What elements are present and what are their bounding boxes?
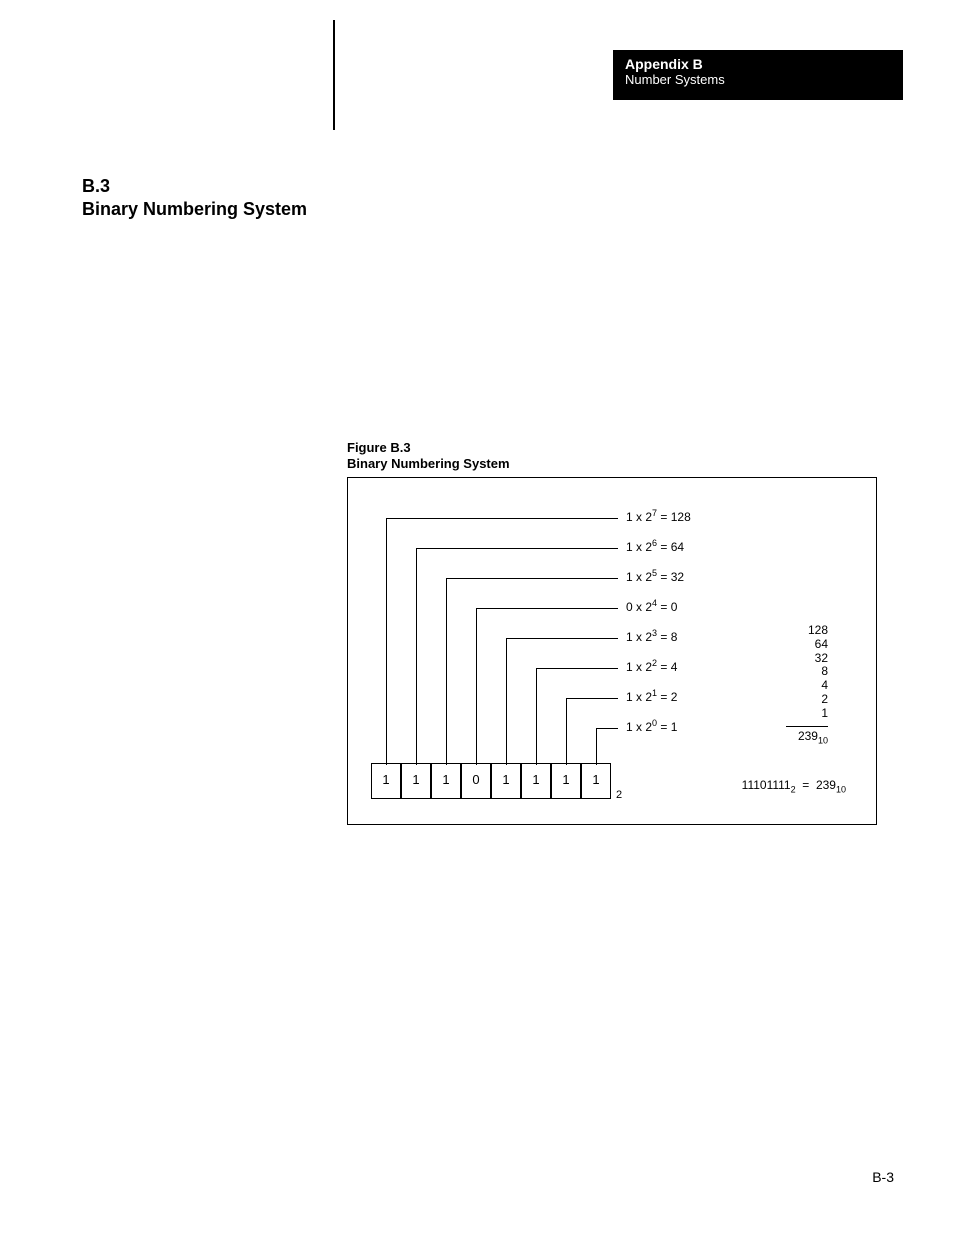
place-value-equation: 1 x 22 = 4 [626,660,677,674]
digit-cell: 1 [371,763,401,799]
digit-cell: 1 [581,763,611,799]
digit-cell: 1 [551,763,581,799]
place-value-equation: 1 x 21 = 2 [626,690,677,704]
sum-value: 4 [786,679,828,693]
binary-figure: 1 x 27 = 128 1 x 26 = 64 1 x 25 = 32 0 x 24… [347,477,877,825]
page-number: B-3 [872,1169,894,1185]
sum-value: 2 [786,693,828,707]
digit-cell: 0 [461,763,491,799]
appendix-header: Appendix B Number Systems [613,50,903,100]
sum-value: 64 [786,638,828,652]
result-equation: 111011112 = 23910 [742,778,846,792]
sum-total: 23910 [786,730,828,744]
base-subscript: 2 [616,789,622,801]
place-value-equation: 1 x 27 = 128 [626,510,691,524]
sum-column: 12864328421 23910 [786,624,828,743]
appendix-title: Appendix B [625,56,891,72]
figure-caption: Figure B.3 Binary Numbering System [347,440,510,473]
bracket [596,728,618,765]
place-value-equation: 1 x 25 = 32 [626,570,684,584]
place-value-equation: 0 x 24 = 0 [626,600,677,614]
section-title: Binary Numbering System [82,198,307,221]
sum-rule [786,726,828,727]
figure-title: Binary Numbering System [347,456,510,472]
place-value-equation: 1 x 26 = 64 [626,540,684,554]
digit-cell: 1 [401,763,431,799]
sum-value: 32 [786,652,828,666]
digit-cell: 1 [431,763,461,799]
digit-cell: 1 [491,763,521,799]
figure-number: Figure B.3 [347,440,510,456]
section-heading: B.3 Binary Numbering System [82,175,307,222]
appendix-subtitle: Number Systems [625,72,891,87]
sum-value: 8 [786,665,828,679]
place-value-equation: 1 x 23 = 8 [626,630,677,644]
header-divider [333,20,335,130]
digit-cell: 1 [521,763,551,799]
section-number: B.3 [82,175,307,198]
sum-value: 1 [786,707,828,721]
sum-value: 128 [786,624,828,638]
place-value-equation: 1 x 20 = 1 [626,720,677,734]
